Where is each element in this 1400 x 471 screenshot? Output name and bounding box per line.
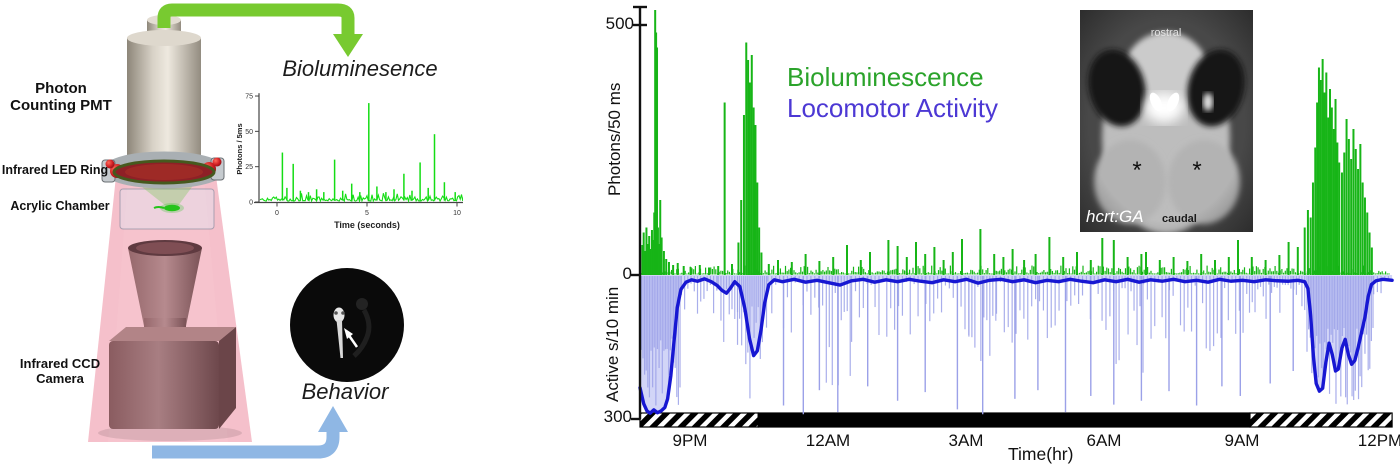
bioluminescence-inset-chart: 0 25 50 75 0 5 10 Time (seconds) Photons / 5ms — [235, 93, 463, 230]
pmt-graphic — [127, 15, 201, 176]
x-tick-12am: 12AM — [805, 431, 851, 450]
pmt-label: Photon Counting PMT — [10, 80, 112, 115]
pointer-arrow-icon — [344, 328, 359, 348]
led-ring-graphic — [101, 151, 225, 189]
led-bulb-icon — [105, 159, 115, 169]
y-axis-zero-tick: 0 — [622, 264, 632, 283]
x-tick-3am: 3AM — [948, 431, 984, 450]
y-axis-bottom-label: Active s/10 min — [603, 286, 622, 402]
svg-text:0: 0 — [275, 210, 279, 217]
y-axis-top-label: Photons/50 ms — [605, 82, 624, 196]
x-tick-9am: 9AM — [1224, 431, 1260, 450]
behavior-inset-image — [290, 268, 404, 382]
y-axis-bottom-tick-300: 300 — [603, 407, 632, 426]
svg-text:Time (seconds): Time (seconds) — [334, 220, 400, 230]
x-axis-label: Time(hr) — [1008, 444, 1074, 464]
behavior-label: Behavior — [301, 379, 389, 404]
svg-text:5: 5 — [365, 210, 369, 217]
svg-text:75: 75 — [245, 94, 253, 101]
svg-text:0: 0 — [249, 200, 253, 207]
y-axis-top-tick-500: 500 — [605, 14, 634, 33]
svg-text:Photons / 5ms: Photons / 5ms — [235, 123, 244, 174]
x-tick-6am: 6AM — [1086, 431, 1122, 450]
camera-label: Infrared CCD Camera — [19, 356, 101, 386]
brain-label-caudal: caudal — [1162, 213, 1197, 225]
brain-label-rostral: rostral — [1151, 27, 1182, 39]
brain-inset-image: rostral * * hcrt:GA caudal — [1080, 10, 1253, 232]
led-ring-label: Infrared LED Ring — [1, 163, 109, 177]
legend-locomotor-activity: Locomotor Activity — [787, 93, 998, 124]
x-tick-9pm: 9PM — [672, 431, 708, 450]
svg-text:10: 10 — [453, 210, 461, 217]
legend: Bioluminescence Locomotor Activity — [787, 62, 998, 124]
led-bulb-icon — [212, 157, 222, 167]
main-chart — [631, 5, 1394, 428]
larva-shadow — [352, 298, 372, 358]
ccd-camera-graphic — [98, 240, 242, 441]
legend-bioluminescence: Bioluminescence — [787, 62, 984, 92]
blue-arrow-icon — [152, 406, 348, 459]
apparatus-illustration — [88, 3, 363, 459]
brain-strain-label: hcrt:GA — [1086, 207, 1144, 226]
brain-asterisk-left: * — [1132, 157, 1141, 184]
bioluminescence-inset-title: Bioluminesence — [282, 56, 438, 81]
svg-text:25: 25 — [245, 164, 253, 171]
svg-text:50: 50 — [245, 129, 253, 136]
green-arrow-icon — [157, 3, 363, 57]
chamber-label: Acrylic Chamber — [10, 199, 110, 213]
larva-image — [333, 307, 345, 358]
brain-asterisk-right: * — [1192, 157, 1201, 184]
x-tick-12pm: 12PM — [1357, 431, 1400, 450]
acrylic-chamber-graphic — [119, 176, 215, 230]
